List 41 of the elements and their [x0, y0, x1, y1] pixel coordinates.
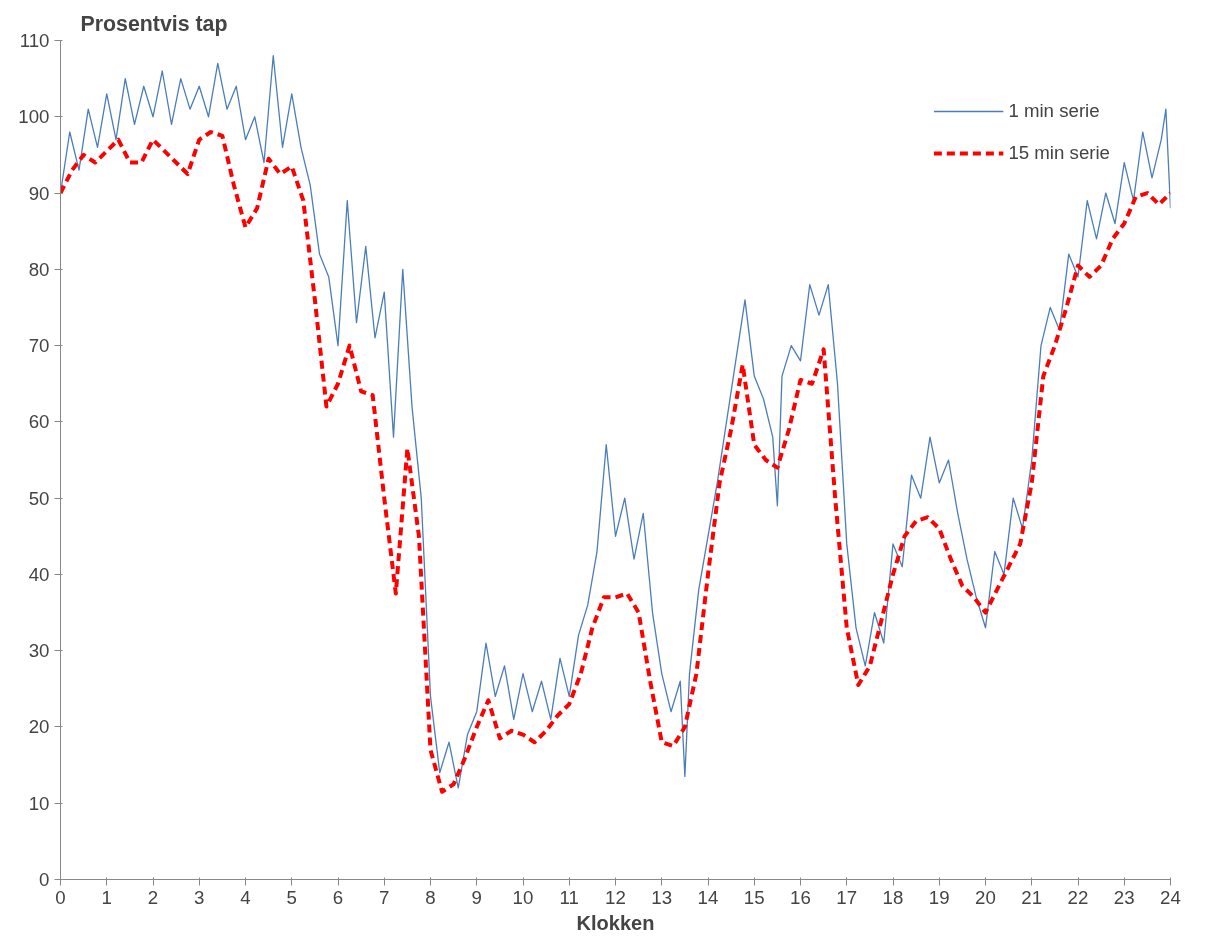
x-tick-label: 21	[1021, 886, 1043, 908]
x-tick-label: 5	[286, 886, 297, 908]
x-axis-title: Klokken	[576, 911, 655, 934]
y-tick-label: 30	[28, 640, 50, 662]
legend-label: 15 min serie	[1008, 142, 1110, 164]
x-tick-label: 8	[425, 886, 436, 908]
x-tick-label: 19	[928, 886, 950, 908]
chart-title: Prosentvis tap	[80, 11, 228, 36]
x-tick-label: 1	[101, 886, 112, 908]
y-tick-label: 10	[28, 792, 50, 814]
x-tick-label: 22	[1067, 886, 1089, 908]
y-tick-label: 100	[18, 106, 50, 128]
y-tick-label: 50	[28, 487, 50, 509]
y-tick-label: 110	[19, 30, 50, 51]
y-tick-label: 0	[39, 869, 50, 890]
y-tick-label: 60	[28, 411, 50, 433]
legend-label: 1 min serie	[1008, 100, 1100, 122]
x-tick-label: 10	[512, 886, 534, 908]
x-tick-label: 23	[1113, 886, 1135, 908]
x-tick-label: 20	[975, 886, 996, 908]
x-tick-label: 16	[790, 886, 811, 908]
x-tick-label: 3	[194, 886, 205, 908]
y-tick-label: 70	[28, 335, 50, 357]
x-tick-label: 12	[605, 886, 626, 908]
x-tick-label: 14	[697, 886, 719, 908]
x-tick-label: 18	[882, 886, 904, 908]
x-tick-label: 17	[836, 886, 858, 908]
x-tick-label: 24	[1160, 886, 1181, 908]
y-tick-label: 20	[28, 716, 50, 738]
y-tick-label: 40	[28, 563, 50, 585]
x-tick-label: 2	[147, 886, 159, 908]
x-tick-label: 6	[332, 886, 344, 908]
x-tick-label: 15	[743, 886, 765, 908]
x-tick-label: 7	[379, 886, 390, 908]
x-tick-label: 0	[55, 886, 66, 908]
y-tick-label: 80	[28, 258, 50, 280]
x-tick-label: 9	[471, 886, 482, 908]
y-tick-label: 90	[28, 182, 50, 204]
x-tick-label: 13	[651, 886, 673, 908]
x-tick-label: 11	[559, 886, 579, 908]
x-tick-label: 4	[240, 886, 251, 908]
